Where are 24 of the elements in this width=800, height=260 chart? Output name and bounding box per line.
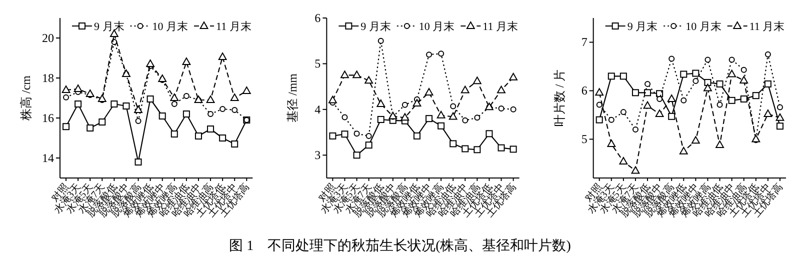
y-tick-label: 5 xyxy=(581,132,588,146)
y-tick-label: 20 xyxy=(42,31,54,45)
legend-label: 9 月末 xyxy=(360,20,391,33)
y-tick-label: 5 xyxy=(314,56,321,71)
y-tick-label: 18 xyxy=(42,71,54,85)
caption: 图 1 不同处理下的秋茄生长状况(株高、基径和叶片数) xyxy=(229,238,572,254)
legend-label: 10 月末 xyxy=(152,20,188,33)
y-tick-label: 4 xyxy=(314,102,321,116)
legend-label: 11 月末 xyxy=(482,20,518,33)
y-tick-label: 7 xyxy=(581,35,588,50)
y-tick-label: 6 xyxy=(314,11,321,25)
y-axis-title: 基径 /mm xyxy=(286,72,300,123)
legend-label: 9 月末 xyxy=(627,20,658,33)
y-tick-label: 16 xyxy=(42,111,54,125)
y-axis-title: 株高 /cm xyxy=(19,74,33,122)
y-tick-label: 14 xyxy=(42,151,54,165)
legend-label: 9 月末 xyxy=(94,20,124,33)
y-axis-title: 叶片数 / 片 xyxy=(552,69,566,127)
y-tick-label: 3 xyxy=(314,148,321,162)
y-tick-label: 6 xyxy=(581,84,588,98)
legend-label: 11 月末 xyxy=(216,20,252,33)
legend-label: 10 月末 xyxy=(686,20,722,33)
legend-label: 10 月末 xyxy=(418,20,455,33)
legend-label: 11 月末 xyxy=(749,20,785,33)
